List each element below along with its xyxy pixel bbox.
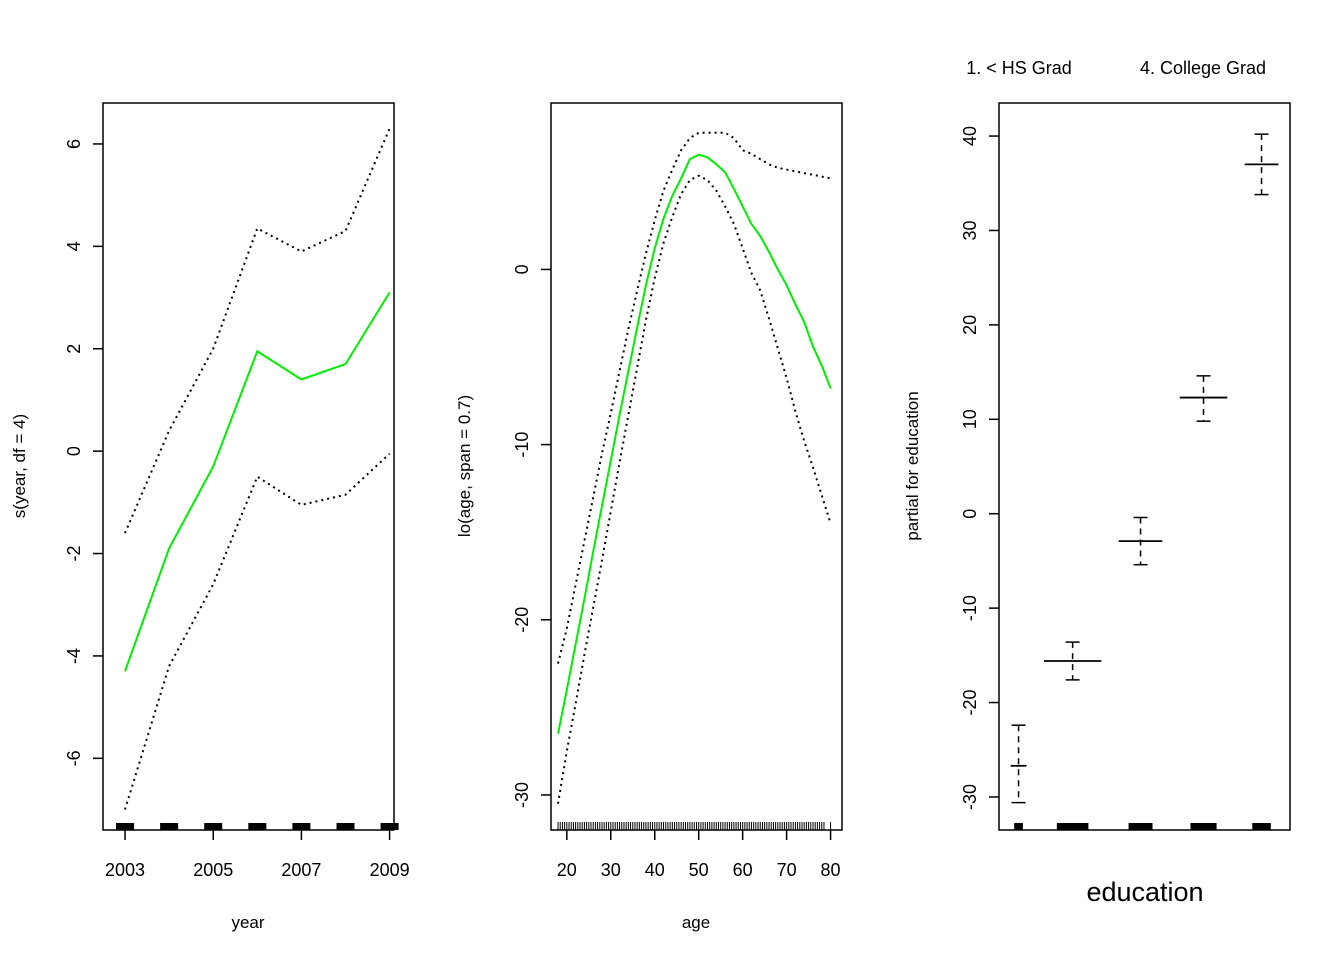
age-rug xyxy=(557,822,832,830)
year-rug-mark xyxy=(336,823,355,830)
year-y-tick-label--2: -2 xyxy=(64,546,84,562)
education-y-tick-label-0: 0 xyxy=(960,509,980,519)
year-rug-mark xyxy=(292,823,311,830)
education-x-axis-label: education xyxy=(1086,877,1203,907)
education-y-tick-label--20: -20 xyxy=(960,690,980,716)
age-x-axis-label: age xyxy=(682,913,710,932)
year-rug xyxy=(116,823,399,830)
education-level-4 xyxy=(1179,375,1228,422)
education-top-label-4: 4. College Grad xyxy=(1140,58,1266,78)
age-ticks: 20 30 40 50 60 70 80 -30 -20 -10 0 xyxy=(512,264,841,880)
year-rug-mark xyxy=(248,823,267,830)
year-y-tick-label--6: -6 xyxy=(64,750,84,766)
age-fit-line xyxy=(557,153,832,734)
education-rug-mark xyxy=(1056,823,1089,830)
year-ticks: 2003 2005 2007 2009 -6 -4 -2 0 2 4 6 xyxy=(64,139,410,880)
education-rug-mark xyxy=(1128,823,1153,830)
education-level-3 xyxy=(1118,516,1163,566)
education-rug-mark xyxy=(1014,823,1023,830)
education-rug xyxy=(1014,823,1271,830)
education-level-5 xyxy=(1244,133,1279,196)
education-y-axis-label: partial for education xyxy=(903,391,922,540)
year-rug-mark xyxy=(204,823,223,830)
year-x-tick-label-2003: 2003 xyxy=(105,860,145,880)
education-y-tick-label--30: -30 xyxy=(960,784,980,810)
year-y-tick-label-6: 6 xyxy=(64,139,84,149)
education-ticks: -30 -20 -10 0 10 20 30 40 xyxy=(960,126,999,810)
year-rug-mark xyxy=(380,823,399,830)
age-x-tick-label-40: 40 xyxy=(645,860,665,880)
education-y-tick-label-20: 20 xyxy=(960,315,980,335)
year-rug-mark xyxy=(160,823,179,830)
year-series xyxy=(124,128,391,810)
education-y-tick-label-10: 10 xyxy=(960,409,980,429)
age-series xyxy=(557,131,832,804)
year-y-axis-label: s(year, df = 4) xyxy=(10,414,29,518)
age-x-tick-label-50: 50 xyxy=(689,860,709,880)
education-rug-mark xyxy=(1252,823,1271,830)
education-level-2 xyxy=(1043,641,1102,681)
education-series xyxy=(1010,133,1279,804)
education-level-1 xyxy=(1010,724,1027,804)
year-y-tick-label-2: 2 xyxy=(64,344,84,354)
age-y-tick-label-0: 0 xyxy=(512,264,532,274)
education-top-label-1: 1. < HS Grad xyxy=(966,58,1072,78)
year-lower-band-line xyxy=(124,452,391,810)
year-panel: 2003 2005 2007 2009 -6 -4 -2 0 2 4 6 year s(year, … xyxy=(10,102,410,932)
education-rug-mark xyxy=(1190,823,1217,830)
year-x-tick-label-2009: 2009 xyxy=(370,860,410,880)
age-x-tick-label-60: 60 xyxy=(733,860,753,880)
year-x-axis-label: year xyxy=(231,913,264,932)
year-x-tick-label-2007: 2007 xyxy=(281,860,321,880)
age-x-tick-label-80: 80 xyxy=(821,860,841,880)
year-rug-mark xyxy=(116,823,135,830)
year-y-tick-label--4: -4 xyxy=(64,648,84,664)
year-x-tick-label-2005: 2005 xyxy=(193,860,233,880)
education-y-tick-label-40: 40 xyxy=(960,126,980,146)
year-fit-line xyxy=(124,291,391,672)
education-panel: -30 -20 -10 0 10 20 30 40 1. < HS Grad 4. Colle… xyxy=(903,58,1291,907)
education-y-tick-label--10: -10 xyxy=(960,595,980,621)
age-y-tick-label--20: -20 xyxy=(512,607,532,633)
age-y-tick-label--10: -10 xyxy=(512,432,532,458)
age-x-tick-label-30: 30 xyxy=(601,860,621,880)
age-y-tick-label--30: -30 xyxy=(512,782,532,808)
education-y-tick-label-30: 30 xyxy=(960,220,980,240)
age-x-tick-label-20: 20 xyxy=(557,860,577,880)
year-y-tick-label-4: 4 xyxy=(64,241,84,251)
age-y-axis-label: lo(age, span = 0.7) xyxy=(455,395,474,537)
age-x-tick-label-70: 70 xyxy=(777,860,797,880)
age-panel: 20 30 40 50 60 70 80 -30 -20 -10 0 age lo(age, spa… xyxy=(455,102,843,932)
year-y-tick-label-0: 0 xyxy=(64,446,84,456)
